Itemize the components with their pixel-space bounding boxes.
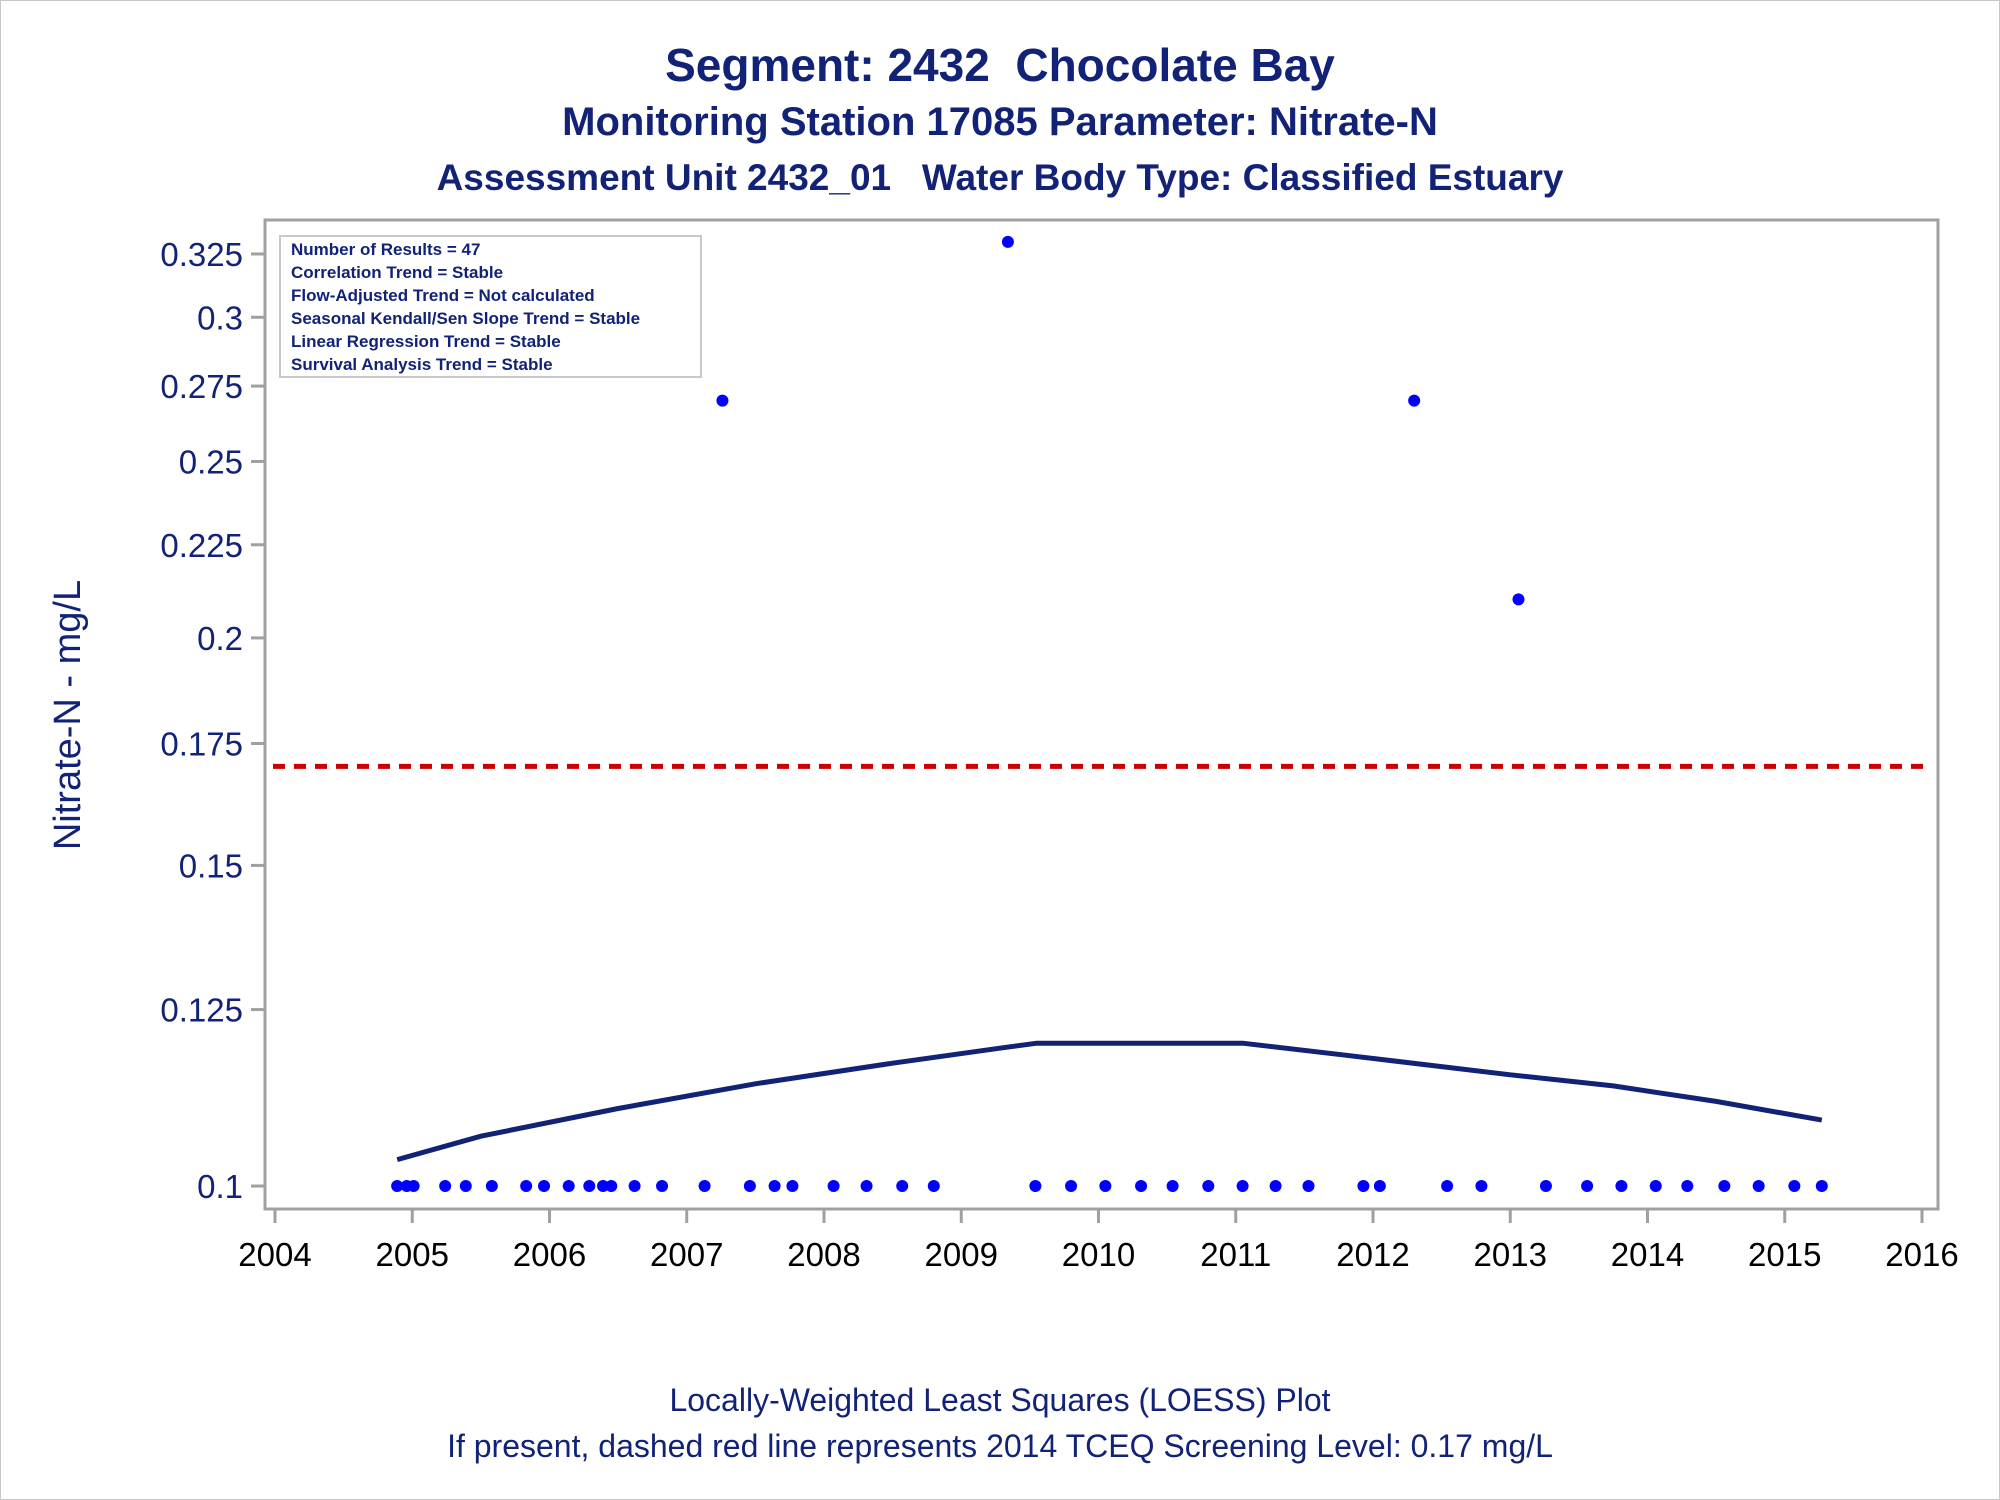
stats-box-border bbox=[279, 235, 702, 378]
data-point bbox=[1202, 1180, 1215, 1193]
x-tick-label: 2009 bbox=[925, 1236, 998, 1273]
x-tick-label: 2013 bbox=[1474, 1236, 1547, 1273]
stats-line: Correlation Trend = Stable bbox=[291, 263, 503, 282]
x-tick-label: 2007 bbox=[650, 1236, 723, 1273]
chart-subtitle-assessment: Assessment Unit 2432_01 Water Body Type:… bbox=[436, 157, 1564, 198]
data-point bbox=[391, 1180, 404, 1193]
data-point bbox=[927, 1180, 940, 1193]
loess-line bbox=[396, 1040, 1823, 1163]
data-point bbox=[786, 1180, 799, 1193]
data-point bbox=[1539, 1180, 1552, 1193]
data-point bbox=[716, 394, 729, 407]
stats-line: Flow-Adjusted Trend = Not calculated bbox=[291, 286, 595, 305]
y-tick-label: 0.125 bbox=[160, 992, 243, 1029]
data-point bbox=[1373, 1180, 1386, 1193]
data-point bbox=[656, 1180, 669, 1193]
data-point bbox=[485, 1180, 498, 1193]
data-point bbox=[1718, 1180, 1731, 1193]
x-axis: 2004 2005 2006 2007 2008 2009 2010 2011 2012 2013… bbox=[238, 1209, 1959, 1273]
stats-line: Linear Regression Trend = Stable bbox=[291, 332, 561, 351]
chart-title: Segment: 2432 Chocolate Bay bbox=[665, 39, 1335, 91]
data-point bbox=[1681, 1180, 1694, 1193]
data-point bbox=[520, 1180, 533, 1193]
data-point bbox=[860, 1180, 873, 1193]
data-point bbox=[1065, 1180, 1078, 1193]
x-tick-label: 2008 bbox=[787, 1236, 860, 1273]
data-point bbox=[1269, 1180, 1282, 1193]
data-point bbox=[562, 1180, 575, 1193]
data-point bbox=[605, 1180, 618, 1193]
data-point bbox=[827, 1180, 840, 1193]
data-point bbox=[768, 1180, 781, 1193]
data-point bbox=[1302, 1180, 1315, 1193]
stats-legend-box: Number of Results = 47 Correlation Trend … bbox=[279, 235, 702, 378]
data-point bbox=[1615, 1180, 1628, 1193]
y-tick-label: 0.2 bbox=[197, 620, 243, 657]
data-point bbox=[698, 1180, 711, 1193]
y-tick-label: 0.15 bbox=[179, 847, 243, 884]
footnote-screening-level: If present, dashed red line represents 2… bbox=[447, 1428, 1553, 1464]
data-point bbox=[1166, 1180, 1179, 1193]
data-point bbox=[1475, 1180, 1488, 1193]
plot-area bbox=[263, 218, 1940, 1211]
data-point bbox=[538, 1180, 551, 1193]
data-point bbox=[743, 1180, 756, 1193]
stats-line: Survival Analysis Trend = Stable bbox=[291, 355, 553, 374]
data-point bbox=[1099, 1180, 1112, 1193]
data-point bbox=[439, 1180, 452, 1193]
y-axis: 0.1 0.125 0.15 0.175 0.2 0.225 0.25 0.275 0.3 0.3… bbox=[160, 236, 265, 1205]
x-tick-label: 2016 bbox=[1885, 1236, 1958, 1273]
data-point bbox=[1815, 1180, 1828, 1193]
data-points bbox=[391, 235, 1828, 1193]
data-point bbox=[459, 1180, 472, 1193]
chart-subtitle-station: Monitoring Station 17085 Parameter: Nitr… bbox=[562, 100, 1438, 144]
data-point bbox=[1752, 1180, 1765, 1193]
data-point bbox=[597, 1180, 610, 1193]
y-tick-label: 0.225 bbox=[160, 527, 243, 564]
data-point bbox=[1788, 1180, 1801, 1193]
data-point bbox=[407, 1180, 420, 1193]
data-point bbox=[1001, 235, 1014, 248]
x-tick-label: 2014 bbox=[1611, 1236, 1684, 1273]
x-tick-label: 2006 bbox=[513, 1236, 586, 1273]
y-tick-label: 0.275 bbox=[160, 368, 243, 405]
data-point bbox=[1029, 1180, 1042, 1193]
y-tick-label: 0.25 bbox=[179, 443, 243, 480]
data-point bbox=[1581, 1180, 1594, 1193]
y-tick-label: 0.3 bbox=[197, 299, 243, 336]
y-axis-label: Nitrate-N - mg/L bbox=[47, 580, 89, 850]
data-point bbox=[896, 1180, 909, 1193]
y-tick-label: 0.1 bbox=[197, 1168, 243, 1205]
data-point bbox=[1357, 1180, 1370, 1193]
x-tick-label: 2005 bbox=[376, 1236, 449, 1273]
y-tick-label: 0.325 bbox=[160, 236, 243, 273]
x-tick-label: 2004 bbox=[238, 1236, 311, 1273]
data-point bbox=[1236, 1180, 1249, 1193]
data-point bbox=[1441, 1180, 1454, 1193]
footnote-method: Locally-Weighted Least Squares (LOESS) P… bbox=[669, 1382, 1331, 1418]
x-tick-label: 2012 bbox=[1336, 1236, 1409, 1273]
x-tick-label: 2011 bbox=[1200, 1236, 1271, 1273]
data-point bbox=[628, 1180, 641, 1193]
stats-line: Seasonal Kendall/Sen Slope Trend = Stabl… bbox=[291, 309, 640, 328]
data-point bbox=[1512, 593, 1525, 606]
x-tick-label: 2015 bbox=[1748, 1236, 1821, 1273]
data-point bbox=[1649, 1180, 1662, 1193]
x-tick-label: 2010 bbox=[1062, 1236, 1135, 1273]
data-point bbox=[1135, 1180, 1148, 1193]
data-point bbox=[583, 1180, 596, 1193]
y-tick-label: 0.175 bbox=[160, 726, 243, 763]
data-point bbox=[1408, 394, 1421, 407]
stats-line: Number of Results = 47 bbox=[291, 240, 480, 259]
